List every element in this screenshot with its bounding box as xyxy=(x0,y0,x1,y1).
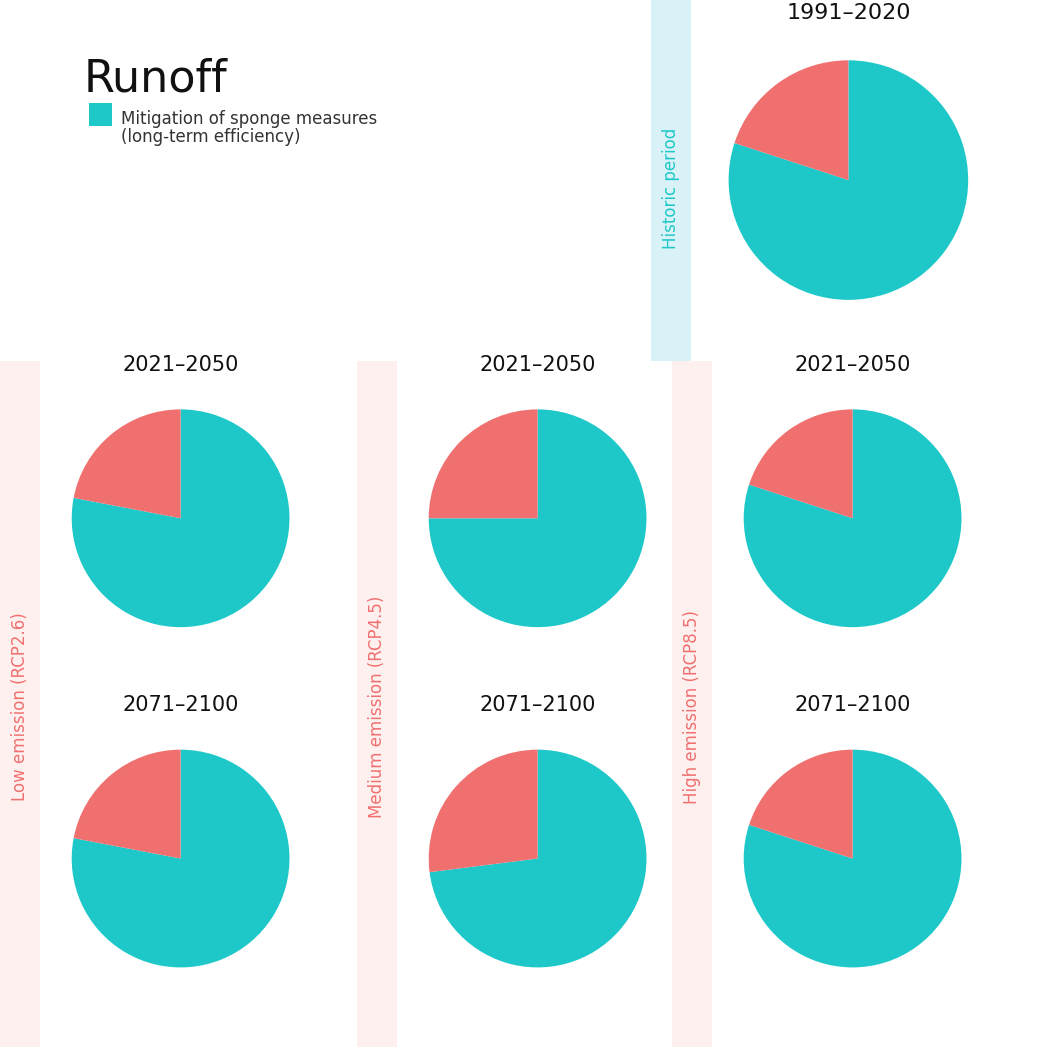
Title: 2021–2050: 2021–2050 xyxy=(480,355,595,375)
Wedge shape xyxy=(735,61,848,180)
Wedge shape xyxy=(428,409,647,627)
Title: 2021–2050: 2021–2050 xyxy=(123,355,238,375)
Wedge shape xyxy=(743,750,962,967)
Wedge shape xyxy=(71,409,290,627)
Wedge shape xyxy=(74,750,181,859)
Text: (long-term efficiency): (long-term efficiency) xyxy=(121,128,300,146)
Title: 2071–2100: 2071–2100 xyxy=(795,695,910,715)
Text: Medium emission (RCP4.5): Medium emission (RCP4.5) xyxy=(368,596,386,818)
Title: 2071–2100: 2071–2100 xyxy=(480,695,595,715)
Title: 2071–2100: 2071–2100 xyxy=(123,695,238,715)
Text: High emission (RCP8.5): High emission (RCP8.5) xyxy=(682,609,701,804)
Wedge shape xyxy=(729,61,968,299)
Text: Runoff: Runoff xyxy=(84,58,228,101)
Wedge shape xyxy=(428,409,538,518)
Wedge shape xyxy=(74,409,181,518)
Wedge shape xyxy=(749,750,853,859)
Title: 1991–2020: 1991–2020 xyxy=(786,3,910,23)
Text: Mitigation of sponge measures: Mitigation of sponge measures xyxy=(121,110,377,128)
Text: Historic period: Historic period xyxy=(662,128,680,249)
Wedge shape xyxy=(749,409,853,518)
Wedge shape xyxy=(429,750,647,967)
Title: 2021–2050: 2021–2050 xyxy=(795,355,910,375)
Wedge shape xyxy=(743,409,962,627)
Wedge shape xyxy=(71,750,290,967)
Wedge shape xyxy=(428,750,538,872)
Text: Low emission (RCP2.6): Low emission (RCP2.6) xyxy=(10,612,29,801)
